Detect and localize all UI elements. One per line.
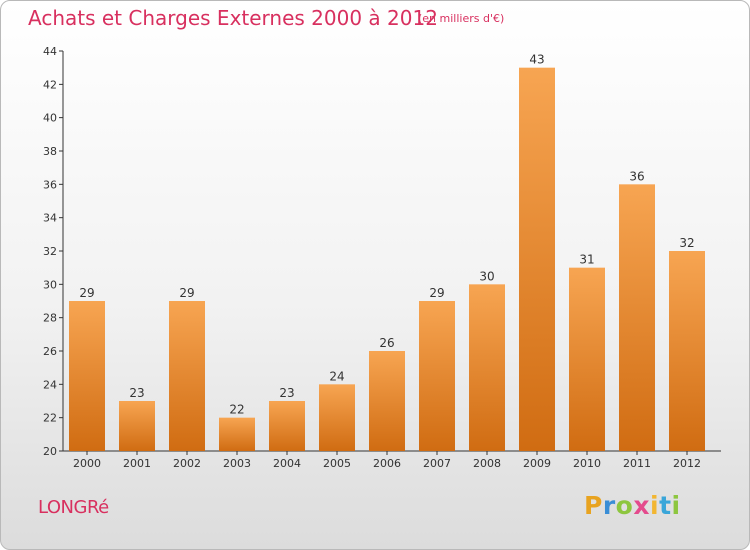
y-tick-label: 38 <box>43 145 57 158</box>
logo-letter: r <box>602 491 616 520</box>
x-tick-label-2008: 2008 <box>473 457 501 470</box>
y-tick-label: 40 <box>43 112 57 125</box>
data-label-2003: 22 <box>229 403 244 417</box>
logo-letter: i <box>650 491 660 520</box>
data-label-2000: 29 <box>79 286 94 300</box>
bar-2011 <box>619 184 655 452</box>
x-tick-label-2006: 2006 <box>373 457 401 470</box>
data-label-2001: 23 <box>129 386 144 400</box>
data-label-2002: 29 <box>179 286 194 300</box>
logo-letter: i <box>671 491 681 520</box>
logo-letter: P <box>584 491 603 520</box>
y-tick-label: 20 <box>43 445 57 458</box>
x-tick-label-2004: 2004 <box>273 457 301 470</box>
proxiti-logo: Proxiti <box>584 491 681 520</box>
x-tick-label-2000: 2000 <box>73 457 101 470</box>
bar-2000 <box>69 301 105 451</box>
data-label-2010: 31 <box>579 253 594 267</box>
chart-subtitle: (en milliers d'€) <box>418 12 505 25</box>
x-tick-label-2009: 2009 <box>523 457 551 470</box>
y-tick-label: 36 <box>43 178 57 191</box>
x-tick-label-2002: 2002 <box>173 457 201 470</box>
data-label-2007: 29 <box>429 286 444 300</box>
x-tick-label-2007: 2007 <box>423 457 451 470</box>
data-label-2005: 24 <box>329 369 344 383</box>
y-tick-label: 44 <box>43 45 57 58</box>
data-label-2011: 36 <box>629 169 644 183</box>
bar-2001 <box>119 401 155 451</box>
y-tick-label: 30 <box>43 278 57 291</box>
x-tick-label-2005: 2005 <box>323 457 351 470</box>
bar-2012 <box>669 251 705 451</box>
data-label-2008: 30 <box>479 269 494 283</box>
y-tick-label: 26 <box>43 345 57 358</box>
x-tick-label-2010: 2010 <box>573 457 601 470</box>
logo-letter: x <box>633 491 650 520</box>
y-tick-label: 28 <box>43 312 57 325</box>
y-tick-label: 22 <box>43 412 57 425</box>
data-label-2004: 23 <box>279 386 294 400</box>
bar-2007 <box>419 301 455 451</box>
y-tick-label: 32 <box>43 245 57 258</box>
data-label-2009: 43 <box>529 53 544 67</box>
chart-axes: 20 22 24 26 28 30 32 34 36 38 40 42 44 2000 2001 2002 20… <box>43 45 721 470</box>
bar-2006 <box>369 351 405 451</box>
bar-series <box>69 67 705 452</box>
bar-2004 <box>269 401 305 451</box>
logo-letter: o <box>615 491 634 520</box>
x-tick-label-2003: 2003 <box>223 457 251 470</box>
x-tick-label-2011: 2011 <box>623 457 651 470</box>
y-tick-label: 24 <box>43 378 57 391</box>
bar-2003 <box>219 417 255 451</box>
bar-2009 <box>519 67 555 452</box>
data-label-2006: 26 <box>379 336 394 350</box>
chart-title: Achats et Charges Externes 2000 à 2012 <box>28 6 438 30</box>
x-tick-label-2012: 2012 <box>673 457 701 470</box>
data-label-2012: 32 <box>679 236 694 250</box>
data-labels: 29 23 29 22 23 24 26 29 30 43 31 36 32 <box>79 53 694 417</box>
x-tick-label-2001: 2001 <box>123 457 151 470</box>
bar-2008 <box>469 284 505 451</box>
y-tick-label: 34 <box>43 212 57 225</box>
logo-letter: t <box>659 491 672 520</box>
y-tick-label: 42 <box>43 78 57 91</box>
bar-2005 <box>319 384 355 451</box>
bar-2002 <box>169 301 205 451</box>
bar-2010 <box>569 267 605 451</box>
town-name: LONGRé <box>38 497 109 518</box>
